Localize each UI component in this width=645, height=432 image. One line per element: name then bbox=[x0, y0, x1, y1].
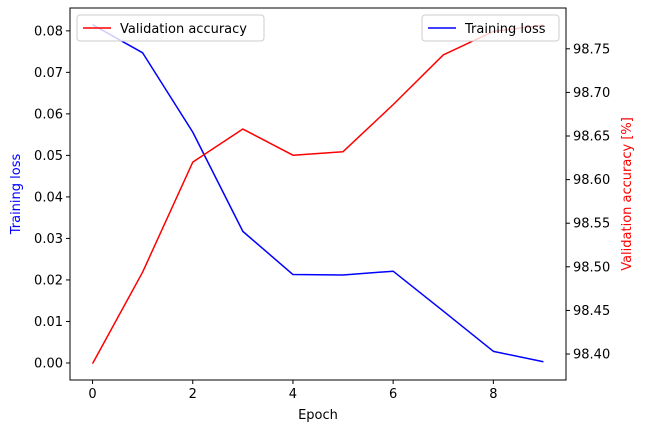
x-tick-label: 0 bbox=[88, 387, 96, 402]
y-left-tick-label: 0.02 bbox=[34, 273, 63, 288]
y-right-tick-label: 98.60 bbox=[573, 173, 610, 188]
y-left-tick-label: 0.08 bbox=[34, 24, 63, 39]
y-left-tick-label: 0.03 bbox=[34, 232, 63, 247]
y-right-tick-label: 98.70 bbox=[573, 86, 610, 101]
y-right-tick-label: 98.40 bbox=[573, 348, 610, 363]
y-right-tick-label: 98.65 bbox=[573, 130, 610, 145]
legend-training: Training loss bbox=[421, 14, 560, 42]
y-left-tick-label: 0.06 bbox=[34, 107, 63, 122]
x-tick-label: 8 bbox=[489, 387, 497, 402]
legend-box bbox=[76, 14, 265, 42]
y-right-tick-label: 98.50 bbox=[573, 260, 610, 275]
y-right-tick-label: 98.55 bbox=[573, 217, 610, 232]
legend-box bbox=[421, 14, 560, 42]
series-line-training-loss bbox=[92, 23, 544, 363]
series-line-validation-accuracy bbox=[91, 24, 544, 364]
y-left-tick-label: 0.00 bbox=[34, 356, 63, 371]
x-tick-label: 6 bbox=[389, 387, 397, 402]
plot-frame bbox=[69, 7, 567, 381]
y-left-tick-label: 0.01 bbox=[34, 315, 63, 330]
x-tick-label: 4 bbox=[289, 387, 297, 402]
y-left-tick-label: 0.04 bbox=[34, 190, 63, 205]
legend-label: Training loss bbox=[464, 22, 546, 37]
y-right-tick-label: 98.75 bbox=[573, 42, 610, 57]
y-axis-left-label: Training loss bbox=[9, 154, 24, 236]
x-axis-label: Epoch bbox=[298, 408, 338, 423]
ticks-layer: 0 2 4 6 8 0.00 0.01 0.02 0.03 0.04 0.05 0.06 0.07 0.0… bbox=[34, 24, 610, 402]
x-tick-label: 2 bbox=[189, 387, 197, 402]
legend-label: Validation accuracy bbox=[120, 22, 247, 37]
series-layer bbox=[91, 23, 544, 364]
y-left-tick-label: 0.07 bbox=[34, 66, 63, 81]
y-left-tick-label: 0.05 bbox=[34, 149, 63, 164]
legend-validation: Validation accuracy bbox=[76, 14, 265, 42]
y-axis-right-label: Validation accuracy [%] bbox=[620, 117, 635, 271]
y-right-tick-label: 98.45 bbox=[573, 304, 610, 319]
